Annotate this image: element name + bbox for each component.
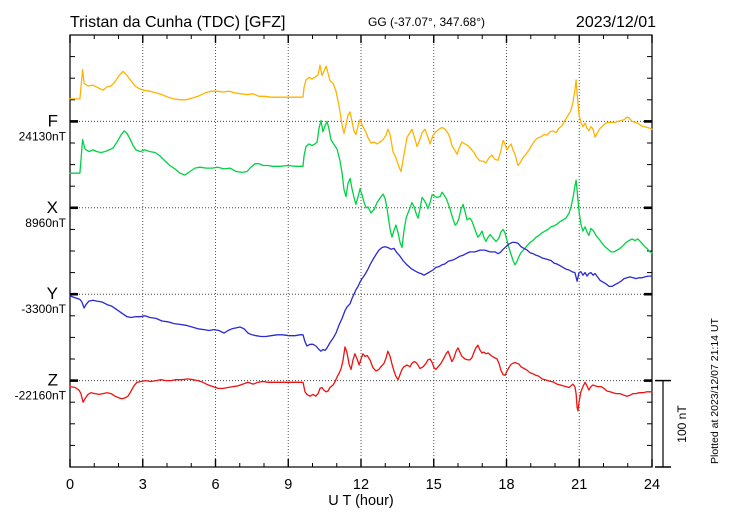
component-baseline-value-X: 8960nT — [25, 216, 66, 230]
component-traces — [69, 64, 653, 412]
x-tick-label: 3 — [139, 477, 147, 493]
component-baseline-value-Y: -3300nT — [21, 302, 66, 316]
component-baseline-value-Z: -22160nT — [15, 389, 67, 403]
geo-coords-label: GG (-37.07°, 347.68°) — [368, 15, 485, 29]
x-tick-label: 21 — [571, 477, 587, 493]
station-title: Tristan da Cunha (TDC) [GFZ] — [70, 14, 285, 31]
trace-X — [69, 119, 653, 266]
x-tick-label: 15 — [426, 477, 442, 493]
component-letter-Z: Z — [48, 371, 58, 390]
grid-lines — [70, 35, 652, 467]
x-tick-label: 12 — [353, 477, 369, 493]
trace-Z — [69, 344, 653, 412]
x-tick-label: 24 — [644, 477, 660, 493]
x-axis-title: U T (hour) — [328, 493, 394, 509]
trace-F — [69, 64, 653, 173]
x-tick-labels: 0 3 6 9 12 15 18 21 24 — [66, 477, 660, 493]
component-letter-Y: Y — [47, 284, 58, 303]
component-baseline-value-F: 24130nT — [19, 129, 67, 143]
component-letter-F: F — [48, 111, 58, 130]
plotted-at-note: Plotted at 2023/12/07 21:14 UT — [709, 317, 721, 464]
trace-Y — [69, 241, 653, 352]
component-letter-X: X — [47, 198, 58, 217]
scale-bar: 100 nT — [655, 379, 689, 468]
plot-date: 2023/12/01 — [576, 14, 656, 31]
plot-frame — [69, 34, 653, 468]
x-tick-label: 0 — [66, 477, 74, 493]
x-tick-label: 18 — [498, 477, 514, 493]
x-tick-label: 9 — [284, 477, 292, 493]
x-tick-label: 6 — [211, 477, 219, 493]
scale-bar-label: 100 nT — [675, 405, 689, 443]
